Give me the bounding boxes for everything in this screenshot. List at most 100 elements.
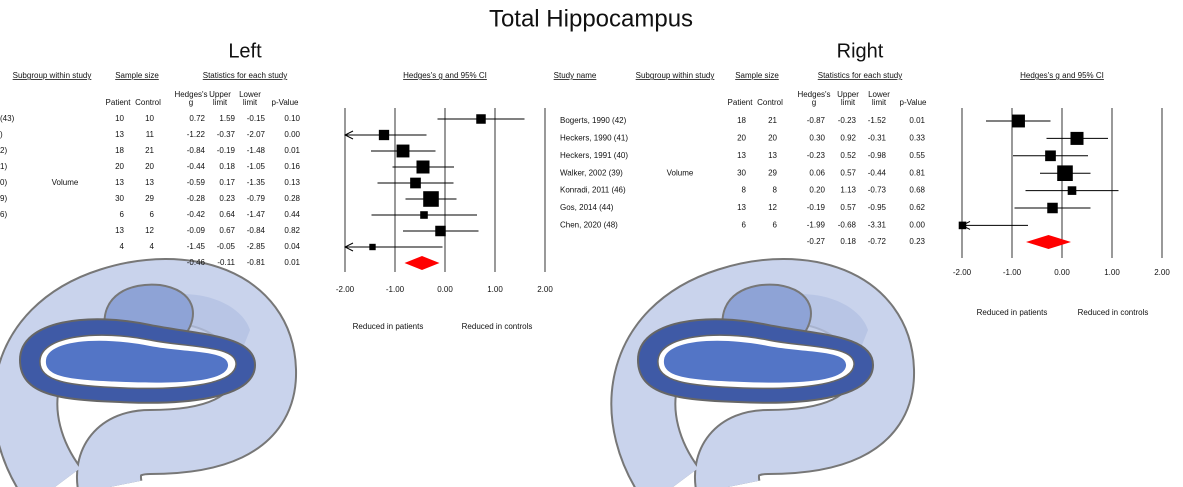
- summary-cell: -0.72: [868, 237, 887, 246]
- table-cell: 0.82: [284, 226, 300, 235]
- table-cell: -0.84: [187, 146, 206, 155]
- table-cell: 0.04: [284, 242, 300, 251]
- column-header: limit: [213, 98, 228, 107]
- study-name: 6): [0, 210, 7, 219]
- study-name: ): [0, 130, 3, 139]
- table-cell: 20: [145, 162, 154, 171]
- column-header: Control: [135, 98, 161, 107]
- table-cell: 0.17: [219, 178, 235, 187]
- table-cell: 0.62: [909, 203, 925, 212]
- table-cell: 0.72: [189, 114, 205, 123]
- header: Subgroup within study: [636, 71, 715, 80]
- x-tick-label: -1.00: [386, 285, 405, 294]
- column-header: p-Value: [900, 98, 928, 107]
- table-cell: 0.28: [284, 194, 300, 203]
- table-cell: 0.67: [219, 226, 235, 235]
- table-cell: 11: [146, 130, 155, 139]
- table-cell: 0.10: [284, 114, 300, 123]
- study-name: Heckers, 1991 (40): [560, 151, 628, 160]
- header: Hedges's g and 95% CI: [403, 71, 487, 80]
- table-cell: 0.13: [284, 178, 300, 187]
- study-name: Konradi, 2011 (46): [560, 186, 626, 195]
- effect-square: [1047, 203, 1058, 214]
- summary-cell: -0.27: [807, 237, 826, 246]
- table-cell: 30: [737, 168, 746, 177]
- table-cell: 12: [768, 203, 777, 212]
- header: Subgroup within study: [13, 71, 92, 80]
- table-cell: 10: [145, 114, 154, 123]
- summary-cell: 0.01: [284, 258, 300, 267]
- table-cell: -0.68: [838, 221, 857, 230]
- table-cell: 0.33: [909, 134, 925, 143]
- effect-square: [1045, 150, 1056, 161]
- subgroup-label: Volume: [667, 168, 694, 177]
- hippocampus-shape: [638, 285, 882, 487]
- table-cell: -0.95: [868, 203, 887, 212]
- table-cell: 29: [145, 194, 154, 203]
- study-name: (43): [0, 114, 15, 123]
- table-cell: 4: [120, 242, 125, 251]
- x-tick-label: 1.00: [1104, 268, 1120, 277]
- table-cell: 13: [115, 130, 124, 139]
- table-cell: 0.92: [840, 134, 856, 143]
- figure: Total Hippocampus LeftSubgroup within st…: [0, 0, 1183, 487]
- table-cell: 0.01: [909, 116, 925, 125]
- axis-note: Reduced in controls: [462, 322, 533, 331]
- table-cell: -0.73: [868, 186, 887, 195]
- panel-title: Right: [837, 40, 884, 62]
- summary-cell: -0.46: [187, 258, 206, 267]
- header: Statistics for each study: [203, 71, 287, 80]
- header: Sample size: [735, 71, 779, 80]
- table-cell: 0.44: [284, 210, 300, 219]
- column-header: limit: [841, 98, 856, 107]
- hippocampus-illustration-right: [638, 285, 882, 487]
- table-cell: 6: [742, 221, 747, 230]
- x-tick-label: -2.00: [953, 268, 972, 277]
- column-header: limit: [243, 98, 258, 107]
- axis-note: Reduced in controls: [1078, 308, 1149, 317]
- table-cell: 21: [145, 146, 154, 155]
- table-cell: -0.44: [187, 162, 206, 171]
- summary-cell: -0.11: [217, 258, 235, 267]
- table-cell: 8: [742, 186, 747, 195]
- table-cell: 1.59: [219, 114, 235, 123]
- table-cell: -0.19: [217, 146, 236, 155]
- table-cell: 0.00: [284, 130, 300, 139]
- table-cell: 18: [737, 116, 746, 125]
- table-cell: 6: [120, 210, 125, 219]
- study-name: Bogerts, 1990 (42): [560, 116, 627, 125]
- table-cell: -1.22: [187, 130, 206, 139]
- table-cell: 29: [768, 168, 777, 177]
- table-cell: 0.01: [284, 146, 300, 155]
- effect-square: [420, 211, 428, 219]
- table-cell: -2.07: [247, 130, 266, 139]
- table-cell: 20: [737, 134, 746, 143]
- effect-square: [397, 145, 410, 158]
- table-cell: 0.52: [840, 151, 856, 160]
- summary-diamond: [1026, 235, 1071, 249]
- table-cell: 13: [737, 151, 746, 160]
- table-cell: 30: [115, 194, 124, 203]
- study-name: Heckers, 1990 (41): [560, 134, 628, 143]
- summary-cell: 0.18: [840, 237, 856, 246]
- table-cell: -0.15: [247, 114, 266, 123]
- table-cell: 13: [145, 178, 154, 187]
- x-tick-label: -1.00: [1003, 268, 1022, 277]
- table-cell: 0.64: [219, 210, 235, 219]
- table-cell: -0.44: [868, 168, 887, 177]
- effect-square: [1068, 186, 1077, 195]
- table-cell: -0.42: [187, 210, 206, 219]
- hippocampus-shape: [20, 285, 264, 487]
- table-cell: -1.52: [868, 116, 887, 125]
- x-tick-label: 0.00: [437, 285, 453, 294]
- table-cell: -0.37: [217, 130, 236, 139]
- summary-diamond: [405, 256, 440, 270]
- hippocampus-illustration-left: [20, 285, 264, 487]
- table-cell: 18: [115, 146, 124, 155]
- table-cell: 0.20: [809, 186, 825, 195]
- table-cell: 0.06: [809, 168, 825, 177]
- table-cell: 21: [768, 116, 777, 125]
- table-cell: 0.81: [909, 168, 925, 177]
- table-cell: 0.57: [840, 168, 856, 177]
- table-cell: -0.79: [247, 194, 266, 203]
